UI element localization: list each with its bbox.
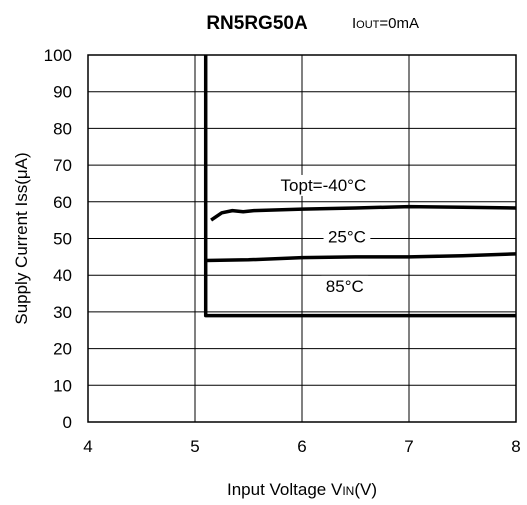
y-tick-label: 70 [53, 156, 72, 175]
chart-title-group: RN5RG50A IOUT=0mA [206, 13, 419, 34]
series-labels: Topt=-40°C 25°C 85°C [272, 174, 375, 297]
y-tick-label: 80 [53, 119, 72, 138]
grid [88, 55, 516, 422]
x-tick-label: 6 [297, 437, 306, 456]
y-tick-label: 60 [53, 193, 72, 212]
y-tick-label: 30 [53, 303, 72, 322]
chart-title: RN5RG50A [206, 13, 308, 34]
x-tick-label: 4 [83, 437, 92, 456]
series-label-25c: 25°C [328, 227, 366, 246]
series-line-25c [205, 252, 517, 263]
series-line-minus40c [210, 204, 517, 222]
series-label-bg [272, 174, 375, 196]
x-tick-label: 5 [190, 437, 199, 456]
x-tick-label: 7 [404, 437, 413, 456]
x-tick-label: 8 [511, 437, 520, 456]
y-tick-label: 50 [53, 230, 72, 249]
y-tick-label: 100 [44, 46, 72, 65]
series-lines [203, 55, 517, 318]
y-tick-label: 40 [53, 266, 72, 285]
chart-subtitle: IOUT=0mA [352, 15, 419, 32]
plot-frame [87, 54, 517, 423]
x-axis-label: Input Voltage VIN(V) [227, 480, 377, 499]
series-label-minus40c: Topt=-40°C [281, 176, 367, 195]
y-tick-label: 90 [53, 83, 72, 102]
y-tick-labels: 0 10 20 30 40 50 60 70 80 90 100 [44, 46, 72, 432]
x-tick-labels: 4 5 6 7 8 [83, 437, 520, 456]
series-label-bg [321, 275, 369, 297]
y-tick-label: 20 [53, 340, 72, 359]
y-tick-label: 10 [53, 376, 72, 395]
y-tick-label: 0 [63, 413, 72, 432]
series-line-85c [203, 55, 516, 318]
series-label-85c: 85°C [326, 277, 364, 296]
y-axis-label: Supply Current Iss(μA) [12, 152, 31, 324]
series-label-bg [323, 226, 371, 248]
